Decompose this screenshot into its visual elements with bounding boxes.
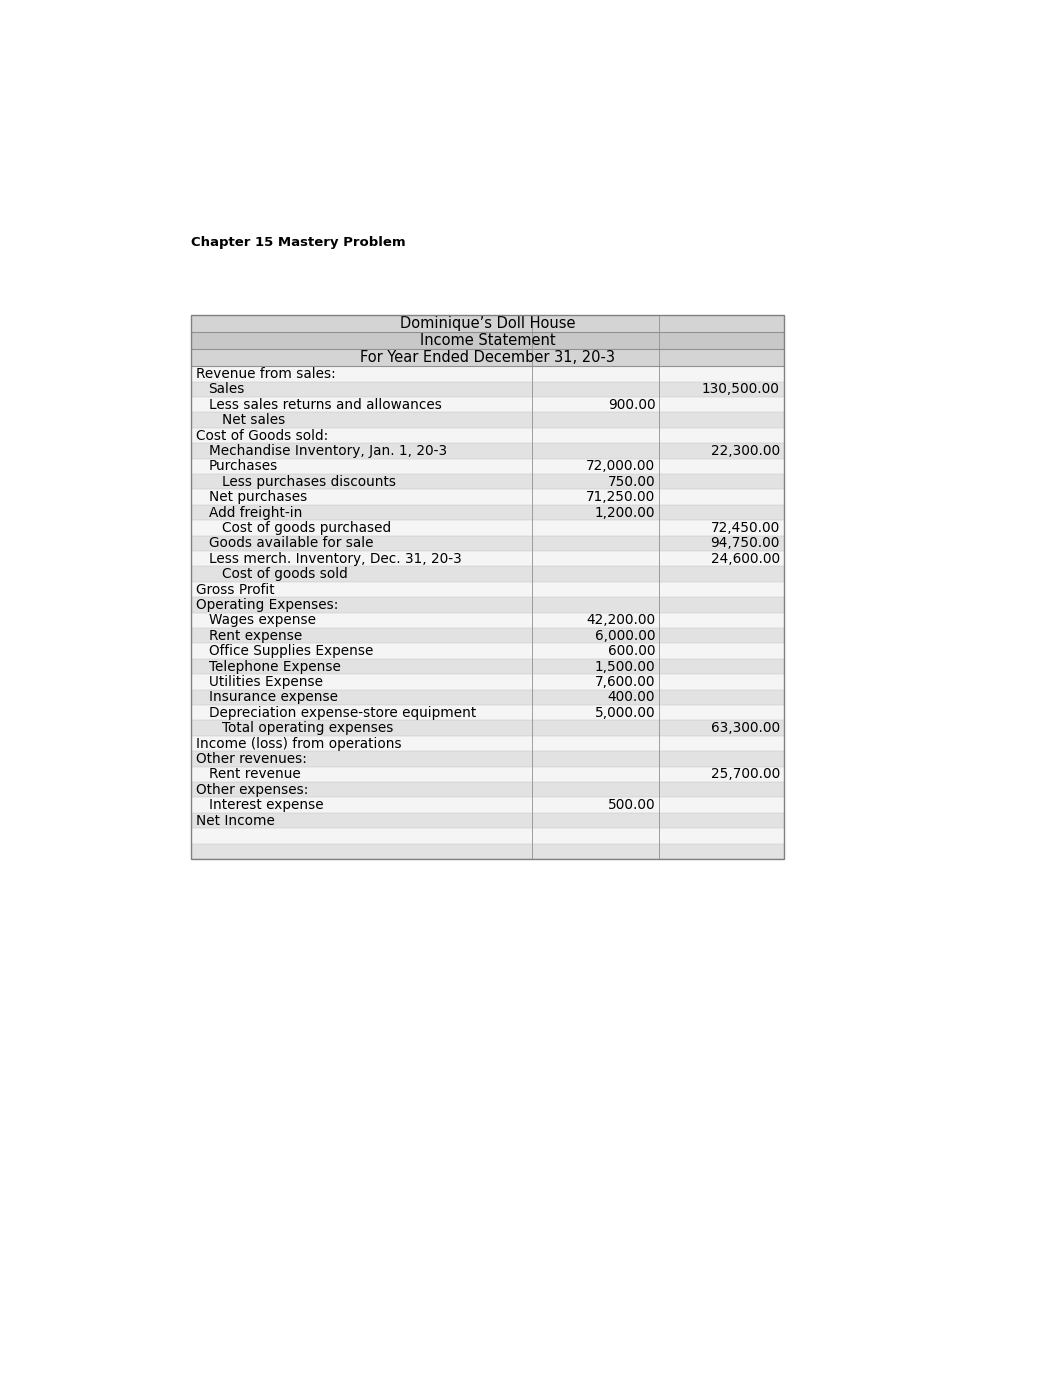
Bar <box>191 428 784 443</box>
Bar <box>191 566 784 582</box>
Text: Utilities Expense: Utilities Expense <box>208 675 323 688</box>
Text: 63,300.00: 63,300.00 <box>710 722 780 735</box>
Text: 5,000.00: 5,000.00 <box>595 705 655 720</box>
Text: Interest expense: Interest expense <box>208 799 323 812</box>
Bar <box>191 332 784 350</box>
Text: Wages expense: Wages expense <box>208 613 315 628</box>
Text: Total operating expenses: Total operating expenses <box>222 722 393 735</box>
Bar <box>191 521 784 536</box>
Bar <box>191 474 784 489</box>
Text: Cost of Goods sold:: Cost of Goods sold: <box>195 428 328 442</box>
Bar <box>191 767 784 782</box>
Bar <box>191 315 784 332</box>
Text: 1,500.00: 1,500.00 <box>595 660 655 673</box>
Text: Cost of goods sold: Cost of goods sold <box>222 567 347 581</box>
Bar <box>191 628 784 643</box>
Text: Gross Profit: Gross Profit <box>195 582 274 596</box>
Text: 25,700.00: 25,700.00 <box>710 767 780 781</box>
Text: Net Income: Net Income <box>195 814 274 828</box>
Text: Other expenses:: Other expenses: <box>195 782 308 797</box>
Text: 130,500.00: 130,500.00 <box>702 383 780 397</box>
Text: Rent expense: Rent expense <box>208 629 302 643</box>
Text: For Year Ended December 31, 20-3: For Year Ended December 31, 20-3 <box>360 350 615 365</box>
Text: 72,450.00: 72,450.00 <box>710 521 780 534</box>
Text: Add freight-in: Add freight-in <box>208 505 302 519</box>
Text: Less sales returns and allowances: Less sales returns and allowances <box>208 398 442 412</box>
Text: 42,200.00: 42,200.00 <box>586 613 655 628</box>
Text: Goods available for sale: Goods available for sale <box>208 536 373 551</box>
Bar <box>191 828 784 844</box>
Text: Net purchases: Net purchases <box>208 490 307 504</box>
Bar <box>191 690 784 705</box>
Text: 6,000.00: 6,000.00 <box>595 629 655 643</box>
Text: Insurance expense: Insurance expense <box>208 690 338 704</box>
Text: 71,250.00: 71,250.00 <box>586 490 655 504</box>
Text: 22,300.00: 22,300.00 <box>710 443 780 459</box>
Text: Less merch. Inventory, Dec. 31, 20-3: Less merch. Inventory, Dec. 31, 20-3 <box>208 552 461 566</box>
Bar <box>191 536 784 551</box>
Text: 72,000.00: 72,000.00 <box>586 460 655 474</box>
Text: Mechandise Inventory, Jan. 1, 20-3: Mechandise Inventory, Jan. 1, 20-3 <box>208 443 447 459</box>
Bar <box>191 735 784 752</box>
Bar <box>191 598 784 613</box>
Text: 400.00: 400.00 <box>607 690 655 704</box>
Bar <box>191 844 784 859</box>
Bar <box>191 350 784 366</box>
Text: Dominique’s Doll House: Dominique’s Doll House <box>399 317 575 332</box>
Bar <box>191 397 784 412</box>
Bar <box>191 720 784 735</box>
Text: Income Statement: Income Statement <box>419 333 555 348</box>
Text: Chapter 15 Mastery Problem: Chapter 15 Mastery Problem <box>191 235 406 249</box>
Bar <box>191 797 784 812</box>
Text: Operating Expenses:: Operating Expenses: <box>195 598 338 611</box>
Bar <box>191 752 784 767</box>
Text: Sales: Sales <box>208 383 245 397</box>
Bar <box>191 812 784 828</box>
Text: 500.00: 500.00 <box>607 799 655 812</box>
Text: Less purchases discounts: Less purchases discounts <box>222 475 396 489</box>
Text: 900.00: 900.00 <box>607 398 655 412</box>
Bar <box>191 366 784 381</box>
Bar <box>191 658 784 675</box>
Bar <box>191 582 784 598</box>
Bar <box>191 489 784 505</box>
Bar <box>191 782 784 797</box>
Text: Rent revenue: Rent revenue <box>208 767 301 781</box>
Bar <box>191 705 784 720</box>
Text: Revenue from sales:: Revenue from sales: <box>195 366 336 381</box>
Bar <box>191 675 784 690</box>
Bar <box>191 551 784 566</box>
Text: 94,750.00: 94,750.00 <box>710 536 780 551</box>
Bar <box>191 381 784 397</box>
Bar <box>191 505 784 521</box>
Text: Cost of goods purchased: Cost of goods purchased <box>222 521 391 534</box>
Text: 7,600.00: 7,600.00 <box>595 675 655 688</box>
Bar <box>191 315 784 859</box>
Bar <box>191 443 784 459</box>
Text: Purchases: Purchases <box>208 460 278 474</box>
Text: 750.00: 750.00 <box>607 475 655 489</box>
Text: Other revenues:: Other revenues: <box>195 752 307 766</box>
Bar <box>191 459 784 474</box>
Text: Office Supplies Expense: Office Supplies Expense <box>208 644 373 658</box>
Bar <box>191 613 784 628</box>
Text: Depreciation expense-store equipment: Depreciation expense-store equipment <box>208 705 476 720</box>
Text: Income (loss) from operations: Income (loss) from operations <box>195 737 401 750</box>
Text: Telephone Expense: Telephone Expense <box>208 660 341 673</box>
Text: Net sales: Net sales <box>222 413 285 427</box>
Bar <box>191 412 784 428</box>
Text: 1,200.00: 1,200.00 <box>595 505 655 519</box>
Text: 24,600.00: 24,600.00 <box>710 552 780 566</box>
Text: 600.00: 600.00 <box>607 644 655 658</box>
Bar <box>191 643 784 658</box>
